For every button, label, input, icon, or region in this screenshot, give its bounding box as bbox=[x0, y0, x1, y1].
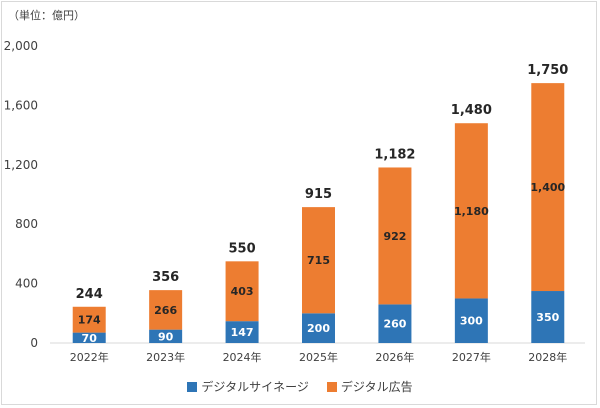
legend-item-ads: デジタル広告 bbox=[326, 378, 413, 395]
data-label-ads: 266 bbox=[154, 304, 177, 317]
bar-segment-ads bbox=[149, 290, 183, 330]
total-label: 550 bbox=[229, 241, 256, 256]
bar-segment-signage bbox=[378, 304, 412, 343]
bar-segment-signage bbox=[72, 332, 106, 343]
data-label-signage: 90 bbox=[158, 330, 174, 343]
bar-segment-signage bbox=[302, 313, 335, 343]
data-label-signage: 200 bbox=[307, 322, 330, 335]
x-tick-label: 2027年 bbox=[452, 350, 491, 364]
y-tick-label: 400 bbox=[15, 277, 38, 291]
data-label-signage: 350 bbox=[536, 311, 559, 324]
total-label: 1,182 bbox=[374, 147, 415, 162]
data-label-ads: 715 bbox=[307, 254, 330, 267]
y-tick-label: 2,000 bbox=[4, 39, 38, 53]
x-tick-label: 2023年 bbox=[146, 350, 185, 364]
bar-segment-signage bbox=[225, 321, 259, 343]
total-label: 244 bbox=[76, 287, 103, 302]
x-tick-label: 2022年 bbox=[70, 350, 109, 364]
unit-label: （単位：億円） bbox=[8, 9, 85, 22]
y-tick-label: 0 bbox=[30, 336, 38, 350]
x-tick-label: 2028年 bbox=[528, 350, 567, 364]
legend-swatch-ads bbox=[326, 381, 337, 392]
legend: デジタルサイネージ デジタル広告 bbox=[0, 378, 600, 395]
bar-segment-ads bbox=[531, 83, 565, 292]
data-label-ads: 174 bbox=[78, 314, 101, 327]
data-label-signage: 147 bbox=[231, 326, 254, 339]
x-tick-label: 2025年 bbox=[299, 350, 338, 364]
bar-segment-signage bbox=[531, 291, 565, 343]
data-label-ads: 1,400 bbox=[530, 181, 565, 194]
legend-item-signage: デジタルサイネージ bbox=[187, 378, 309, 395]
y-tick-label: 800 bbox=[15, 217, 38, 231]
legend-label-signage: デジタルサイネージ bbox=[201, 380, 309, 394]
legend-swatch-signage bbox=[187, 381, 198, 392]
x-tick-label: 2026年 bbox=[375, 350, 414, 364]
x-tick-label: 2024年 bbox=[223, 350, 262, 364]
total-label: 915 bbox=[305, 187, 332, 202]
bar-segment-ads bbox=[72, 306, 106, 333]
data-label-signage: 70 bbox=[82, 332, 98, 345]
bar-segment-signage bbox=[454, 298, 488, 343]
data-label-ads: 1,180 bbox=[454, 205, 489, 218]
y-tick-label: 1,600 bbox=[4, 98, 38, 112]
y-tick-label: 1,200 bbox=[4, 158, 38, 172]
data-label-ads: 922 bbox=[383, 230, 406, 243]
bar-segment-ads bbox=[378, 167, 412, 305]
bar-segment-signage bbox=[149, 329, 183, 343]
total-label: 356 bbox=[152, 270, 179, 285]
total-label: 1,480 bbox=[451, 103, 492, 118]
total-label: 1,750 bbox=[527, 63, 568, 78]
bar-segment-ads bbox=[454, 123, 488, 299]
bar-segment-ads bbox=[225, 261, 259, 322]
data-label-signage: 300 bbox=[460, 315, 483, 328]
data-label-ads: 403 bbox=[231, 285, 254, 298]
bar-segment-ads bbox=[302, 207, 335, 314]
legend-label-ads: デジタル広告 bbox=[340, 380, 413, 394]
data-label-signage: 260 bbox=[383, 318, 406, 331]
